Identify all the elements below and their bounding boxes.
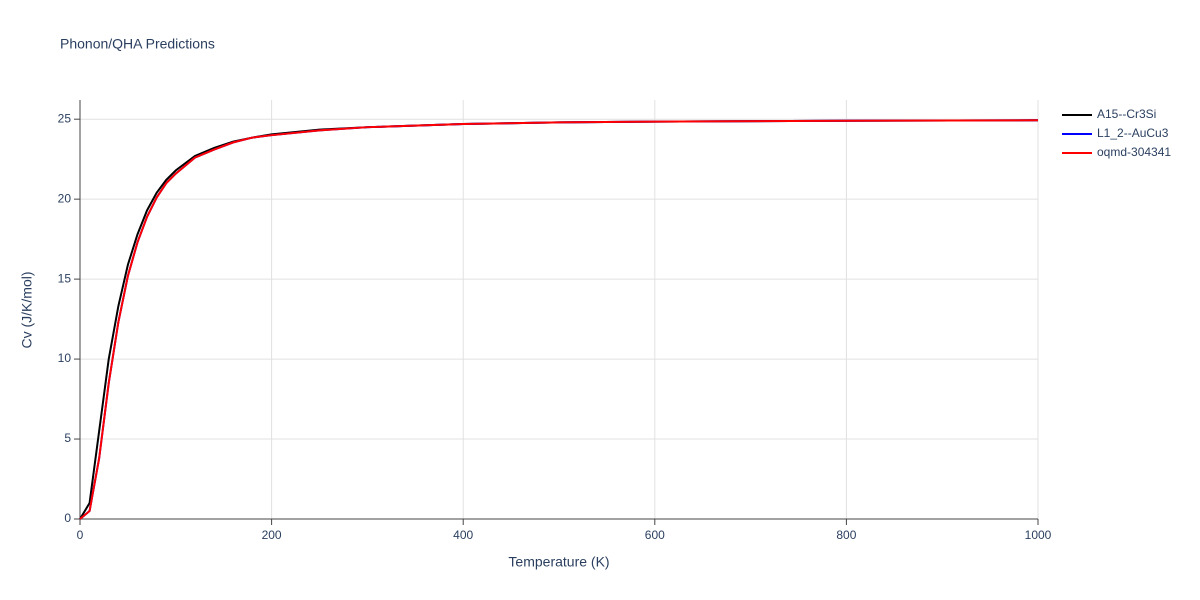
y-tick-label: 0: [64, 511, 71, 525]
y-tick-label: 5: [64, 431, 71, 445]
y-tick-label: 10: [58, 351, 72, 365]
y-tick-label: 20: [58, 191, 72, 205]
x-tick-label: 800: [836, 528, 856, 542]
series-line: [79, 119, 1039, 520]
series-line: [79, 119, 1039, 520]
x-axis-label: Temperature (K): [508, 554, 609, 570]
series-line: [79, 119, 1039, 520]
chart-title: Phonon/QHA Predictions: [60, 36, 215, 52]
y-tick-label: 15: [58, 271, 72, 285]
y-tick-label: 25: [58, 111, 72, 125]
legend-label: oqmd-304341: [1097, 145, 1171, 159]
legend-label: A15--Cr3Si: [1097, 107, 1156, 121]
legend-label: L1_2--AuCu3: [1097, 126, 1169, 140]
x-tick-label: 400: [453, 528, 473, 542]
x-tick-label: 1000: [1025, 528, 1052, 542]
x-tick-label: 0: [77, 528, 84, 542]
x-tick-label: 600: [645, 528, 665, 542]
y-axis-label: Cv (J/K/mol): [19, 272, 35, 349]
x-tick-label: 200: [262, 528, 282, 542]
